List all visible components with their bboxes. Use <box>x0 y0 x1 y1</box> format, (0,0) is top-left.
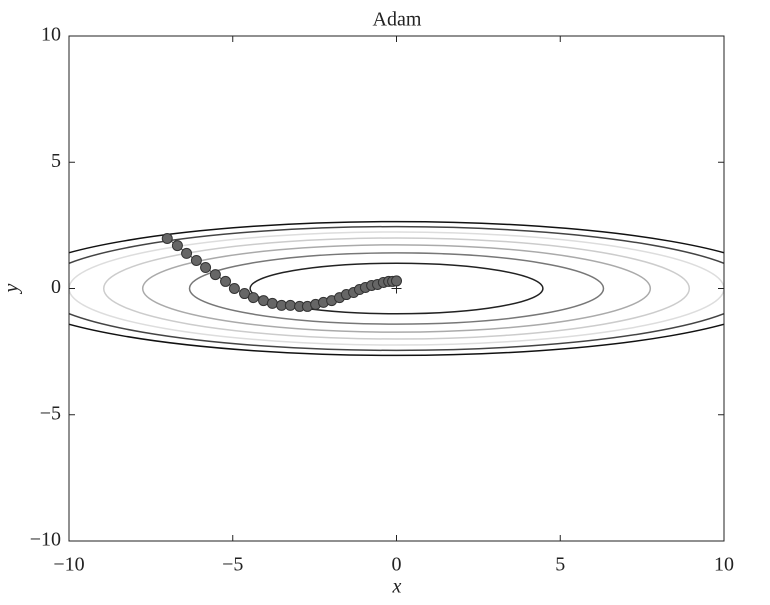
chart-title: Adam <box>373 9 422 31</box>
x-axis-label: x <box>392 576 402 598</box>
y-tick-label: 5 <box>51 150 61 172</box>
trajectory-point <box>266 297 278 309</box>
x-tick-label: 5 <box>555 554 565 576</box>
trajectory-point <box>220 275 232 287</box>
plot-area: −10 −5 0 5 10 −10 −5 0 5 10 <box>30 24 734 576</box>
contours <box>69 220 724 357</box>
contour <box>69 231 724 346</box>
y-axis-label: y <box>1 283 23 294</box>
trajectory-point <box>209 269 221 281</box>
y-tick-label: −10 <box>30 529 61 551</box>
trajectory-point <box>181 247 193 259</box>
y-tick-label: −5 <box>40 402 61 424</box>
contour <box>188 252 605 325</box>
x-tick-label: −5 <box>222 554 243 576</box>
contour <box>141 244 652 333</box>
x-tick-label: −10 <box>53 554 84 576</box>
y-tick-label: 10 <box>41 24 61 46</box>
trajectory-point <box>391 275 402 287</box>
contour <box>249 262 544 315</box>
x-tick-label: 0 <box>392 554 402 576</box>
trajectory-point <box>228 283 240 294</box>
trajectory-point <box>284 299 296 311</box>
plot-frame <box>68 35 725 542</box>
contour <box>102 237 691 340</box>
trajectory-point <box>200 262 212 274</box>
trajectory-point <box>190 254 202 266</box>
x-tick-label: 10 <box>714 554 734 576</box>
trajectory-point <box>247 292 259 304</box>
trajectory-point <box>239 288 251 300</box>
y-tick-label: 0 <box>51 276 61 298</box>
contour <box>69 225 724 352</box>
contour <box>69 220 724 357</box>
trajectory-point <box>161 233 173 245</box>
trajectory-point <box>171 240 183 252</box>
